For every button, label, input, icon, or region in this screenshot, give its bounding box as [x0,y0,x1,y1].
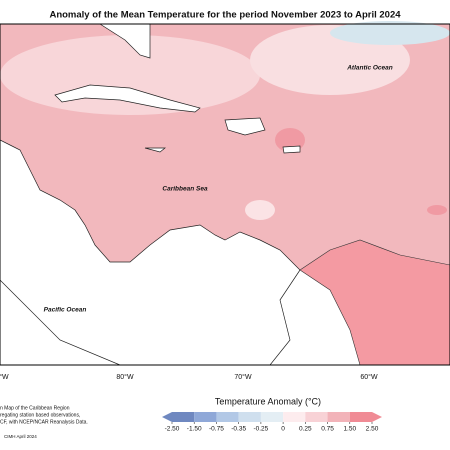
legend-swatch [349,412,372,422]
credit: CIMH April 2024 [4,434,37,439]
title: Anomaly of the Mean Temperature for the … [49,10,401,21]
caption-line: n Map of the Caribbean Region [0,405,70,411]
legend-arrow [372,412,382,422]
caption-line: CF, with NCEP/NCAR Reanalysis Data. [0,419,88,425]
legend-swatch [194,412,217,422]
longitude-label: 90°W [0,373,9,381]
jamaica [144,147,166,153]
legend-swatch [238,412,261,422]
hispaniola [224,117,266,136]
legend-swatch [283,412,306,422]
puerto-rico [282,145,301,154]
legend-swatch [260,412,284,422]
warm-anomaly [427,205,447,215]
cool-anomaly [330,21,450,45]
legend-swatch [172,412,195,422]
light-anomaly [0,35,260,115]
cuba [54,84,201,113]
legend-tick-label: 2.50 [366,426,379,433]
legend-tick-label: 0 [281,426,285,433]
ocean-label: Atlantic Ocean [346,65,393,72]
longitude-label: 80°W [116,373,134,381]
legend-swatch [327,412,350,422]
ocean-label: Pacific Ocean [44,307,87,314]
light-anomaly [245,200,275,220]
longitude-label: 60°W [360,373,378,381]
legend-tick-label: 0.75 [321,426,334,433]
legend-tick-label: -1.50 [187,426,202,433]
longitude-label: 70°W [234,373,252,381]
legend-tick-label: -0.25 [253,426,268,433]
legend-title: Temperature Anomaly (°C) [215,396,321,406]
map: Atlantic Ocean Caribbean Sea Pacific Oce… [0,21,450,366]
legend-swatch [216,412,239,422]
legend-tick-label: -0.75 [209,426,224,433]
legend-arrow [162,412,172,422]
legend-tick-label: -2.50 [165,426,180,433]
legend-swatch [305,412,328,422]
legend-tick-label: -0.35 [231,426,246,433]
caption-line: regating station based observations, [0,412,80,418]
legend-tick-label: 0.25 [299,426,312,433]
map-frame [0,23,450,366]
land-warm [299,239,450,366]
legend-tick-label: 1.50 [343,426,356,433]
sea-label: Caribbean Sea [162,186,208,193]
